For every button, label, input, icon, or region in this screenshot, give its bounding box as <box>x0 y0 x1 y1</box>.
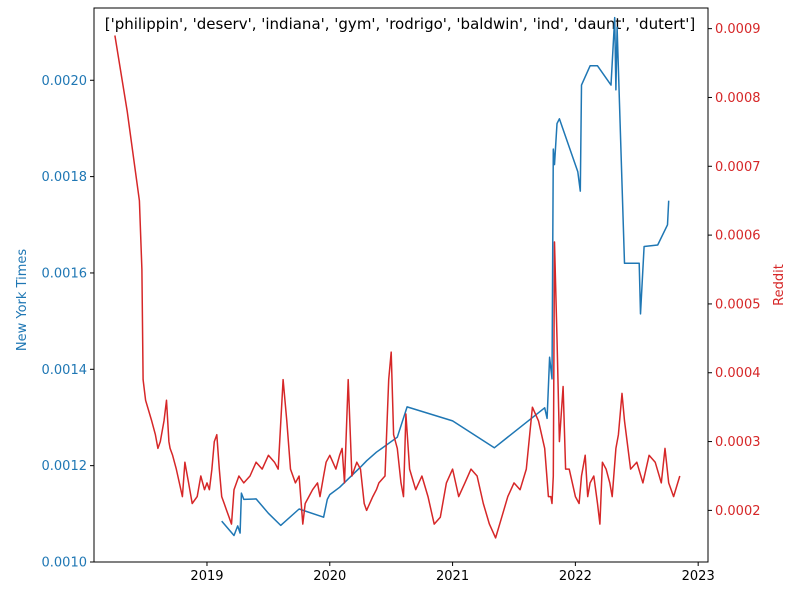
right-y-tick-label: 0.0007 <box>715 160 761 175</box>
x-tick-label: 2020 <box>313 569 346 584</box>
right-y-tick-label: 0.0004 <box>715 366 761 381</box>
right-y-tick-label: 0.0003 <box>715 435 761 450</box>
chart-title: ['philippin', 'deserv', 'indiana', 'gym'… <box>105 15 695 33</box>
reddit-series-line <box>114 35 681 539</box>
left-y-tick-label: 0.0010 <box>42 556 88 571</box>
left-axis-label: New York Times <box>15 249 30 351</box>
x-tick-label: 2021 <box>436 569 469 584</box>
x-tick-label: 2022 <box>559 569 592 584</box>
nyt-series-line <box>221 16 670 537</box>
right-y-tick-label: 0.0002 <box>715 504 761 519</box>
right-y-tick-label: 0.0008 <box>715 91 761 106</box>
axes-layer: 2019 2020 2021 2022 2023 0.0010 0.0012 0.0014 0.… <box>42 22 761 584</box>
left-y-tick-label: 0.0020 <box>42 74 88 89</box>
left-y-tick-label: 0.0016 <box>42 266 88 281</box>
series-layer <box>114 16 681 539</box>
right-y-tick-label: 0.0006 <box>715 229 761 244</box>
x-tick-label: 2023 <box>682 569 715 584</box>
left-y-tick-label: 0.0014 <box>42 363 88 378</box>
right-y-tick-label: 0.0005 <box>715 297 761 312</box>
left-y-tick-label: 0.0012 <box>42 459 88 474</box>
right-y-tick-label: 0.0009 <box>715 22 761 37</box>
x-tick-label: 2019 <box>190 569 223 584</box>
right-axis-label: Reddit <box>772 264 787 306</box>
plot-frame <box>93 7 709 563</box>
left-y-tick-label: 0.0018 <box>42 170 88 185</box>
